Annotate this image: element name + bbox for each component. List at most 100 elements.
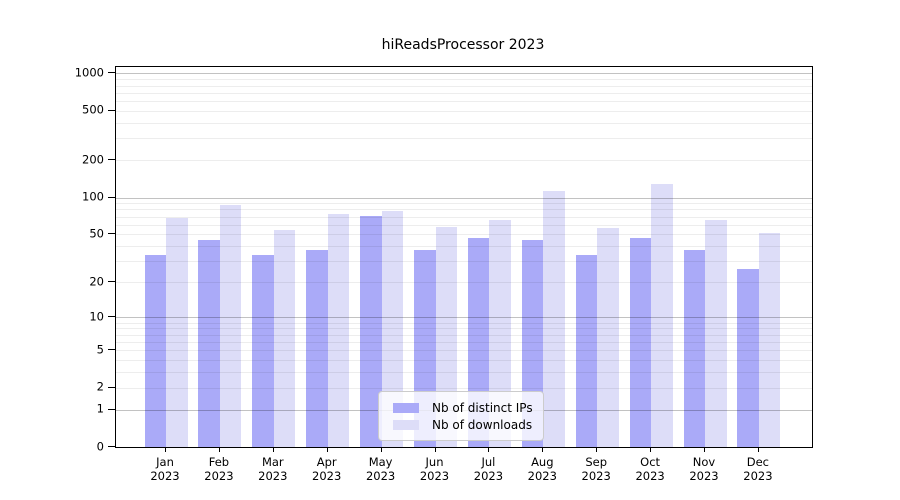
minor-gridline-30 [116, 261, 812, 263]
x-tick-label-may: May 2023 [365, 455, 396, 484]
x-tick-sep [596, 447, 598, 452]
legend: Nb of distinct IPs Nb of downloads [378, 391, 544, 441]
legend-row-downloads: Nb of downloads [387, 417, 535, 432]
bar-distinct-ips-dec [737, 268, 759, 447]
major-gridline-10 [116, 317, 812, 319]
legend-swatch-distinct-ips [393, 402, 419, 413]
x-tick-nov [704, 447, 705, 452]
y-tick-1 [108, 408, 115, 410]
bar-downloads-feb [219, 204, 242, 447]
y-tick-label-5: 5 [96, 341, 104, 356]
y-tick-label-2: 2 [96, 379, 104, 394]
x-tick-jul [488, 447, 490, 452]
x-tick-label-jan: Jan 2023 [150, 455, 180, 484]
x-tick-label-oct: Oct 2023 [635, 455, 665, 484]
minor-gridline-20 [116, 282, 812, 284]
minor-gridline-4 [116, 360, 812, 361]
y-tick-label-20: 20 [89, 274, 104, 289]
y-tick-2 [108, 386, 115, 388]
y-tick-1000 [108, 72, 115, 74]
major-gridline-1000 [116, 73, 812, 75]
legend-row-distinct-ips: Nb of distinct IPs [387, 400, 535, 415]
y-tick-500 [108, 109, 115, 111]
bar-downloads-oct [651, 184, 673, 447]
x-tick-label-jun: Jun 2023 [419, 455, 450, 484]
bar-distinct-ips-may [360, 215, 382, 447]
minor-gridline-200 [116, 160, 812, 162]
x-tick-label-feb: Feb 2023 [204, 455, 234, 484]
chart-title: hiReadsProcessor 2023 [381, 37, 545, 53]
x-tick-label-nov: Nov 2023 [689, 455, 719, 484]
bar-downloads-may [381, 210, 404, 447]
x-tick-jun [434, 447, 436, 452]
y-tick-20 [108, 281, 115, 283]
minor-gridline-300 [116, 138, 812, 140]
minor-gridline-7 [116, 334, 812, 336]
major-gridline-100 [116, 197, 812, 199]
minor-gridline-800 [116, 85, 812, 87]
minor-gridline-70 [116, 216, 812, 218]
minor-gridline-90 [116, 203, 812, 205]
minor-gridline-50 [116, 234, 812, 236]
bar-distinct-ips-jan [144, 254, 166, 447]
minor-gridline-900 [116, 79, 812, 81]
y-tick-100 [108, 196, 115, 198]
minor-gridline-60 [116, 224, 812, 226]
x-tick-label-dec: Dec 2023 [743, 455, 773, 484]
x-tick-label-sep: Sep 2023 [581, 455, 611, 484]
bar-distinct-ips-sep [575, 254, 598, 447]
y-tick-0 [108, 446, 115, 447]
bar-distinct-ips-mar [252, 254, 274, 447]
bar-downloads-nov [705, 219, 727, 447]
legend-label-distinct-ips: Nb of distinct IPs [432, 400, 533, 415]
y-tick-10 [108, 316, 115, 318]
x-tick-aug [542, 447, 544, 452]
y-tick-5 [108, 349, 115, 351]
x-tick-label-jul: Jul 2023 [473, 455, 504, 484]
legend-swatch-downloads [393, 419, 419, 430]
minor-gridline-700 [116, 92, 812, 94]
y-tick-label-1: 1 [96, 401, 104, 416]
bar-distinct-ips-apr [306, 250, 328, 447]
bar-downloads-apr [327, 213, 350, 447]
y-tick-50 [108, 233, 115, 235]
y-tick-label-10: 10 [89, 309, 104, 324]
y-tick-label-50: 50 [89, 226, 104, 241]
minor-gridline-400 [116, 122, 812, 124]
x-tick-jan [165, 447, 166, 452]
x-tick-label-mar: Mar 2023 [258, 455, 288, 484]
minor-gridline-40 [116, 246, 812, 248]
bar-downloads-sep [597, 228, 619, 447]
x-tick-mar [272, 447, 274, 452]
y-tick-label-200: 200 [82, 152, 104, 167]
y-tick-label-500: 500 [82, 102, 104, 117]
minor-gridline-3 [116, 372, 812, 373]
x-tick-may [380, 447, 382, 452]
minor-gridline-600 [116, 101, 812, 102]
bar-downloads-dec [758, 233, 781, 447]
x-tick-oct [650, 447, 652, 452]
bar-downloads-jan [166, 218, 188, 447]
minor-gridline-6 [116, 341, 812, 343]
plot-area: Nb of distinct IPs Nb of downloads [115, 66, 813, 448]
legend-label-downloads: Nb of downloads [432, 417, 533, 432]
y-tick-label-0: 0 [96, 438, 104, 453]
minor-gridline-5 [116, 350, 812, 352]
x-tick-label-apr: Apr 2023 [312, 455, 342, 484]
minor-gridline-9 [116, 322, 812, 324]
bar-distinct-ips-nov [683, 250, 705, 447]
minor-gridline-8 [116, 328, 812, 330]
minor-gridline-80 [116, 209, 812, 211]
x-tick-dec [757, 447, 759, 452]
x-tick-label-aug: Aug 2023 [527, 455, 557, 484]
bar-downloads-mar [273, 230, 296, 447]
bar-downloads-aug [543, 190, 565, 447]
minor-gridline-500 [116, 110, 812, 112]
y-tick-label-100: 100 [82, 189, 104, 204]
y-tick-label-1000: 1000 [74, 65, 104, 80]
minor-gridline-2 [116, 387, 812, 389]
x-tick-feb [218, 447, 220, 452]
bar-downloads-jul [489, 219, 511, 447]
bar-distinct-ips-feb [198, 240, 220, 447]
